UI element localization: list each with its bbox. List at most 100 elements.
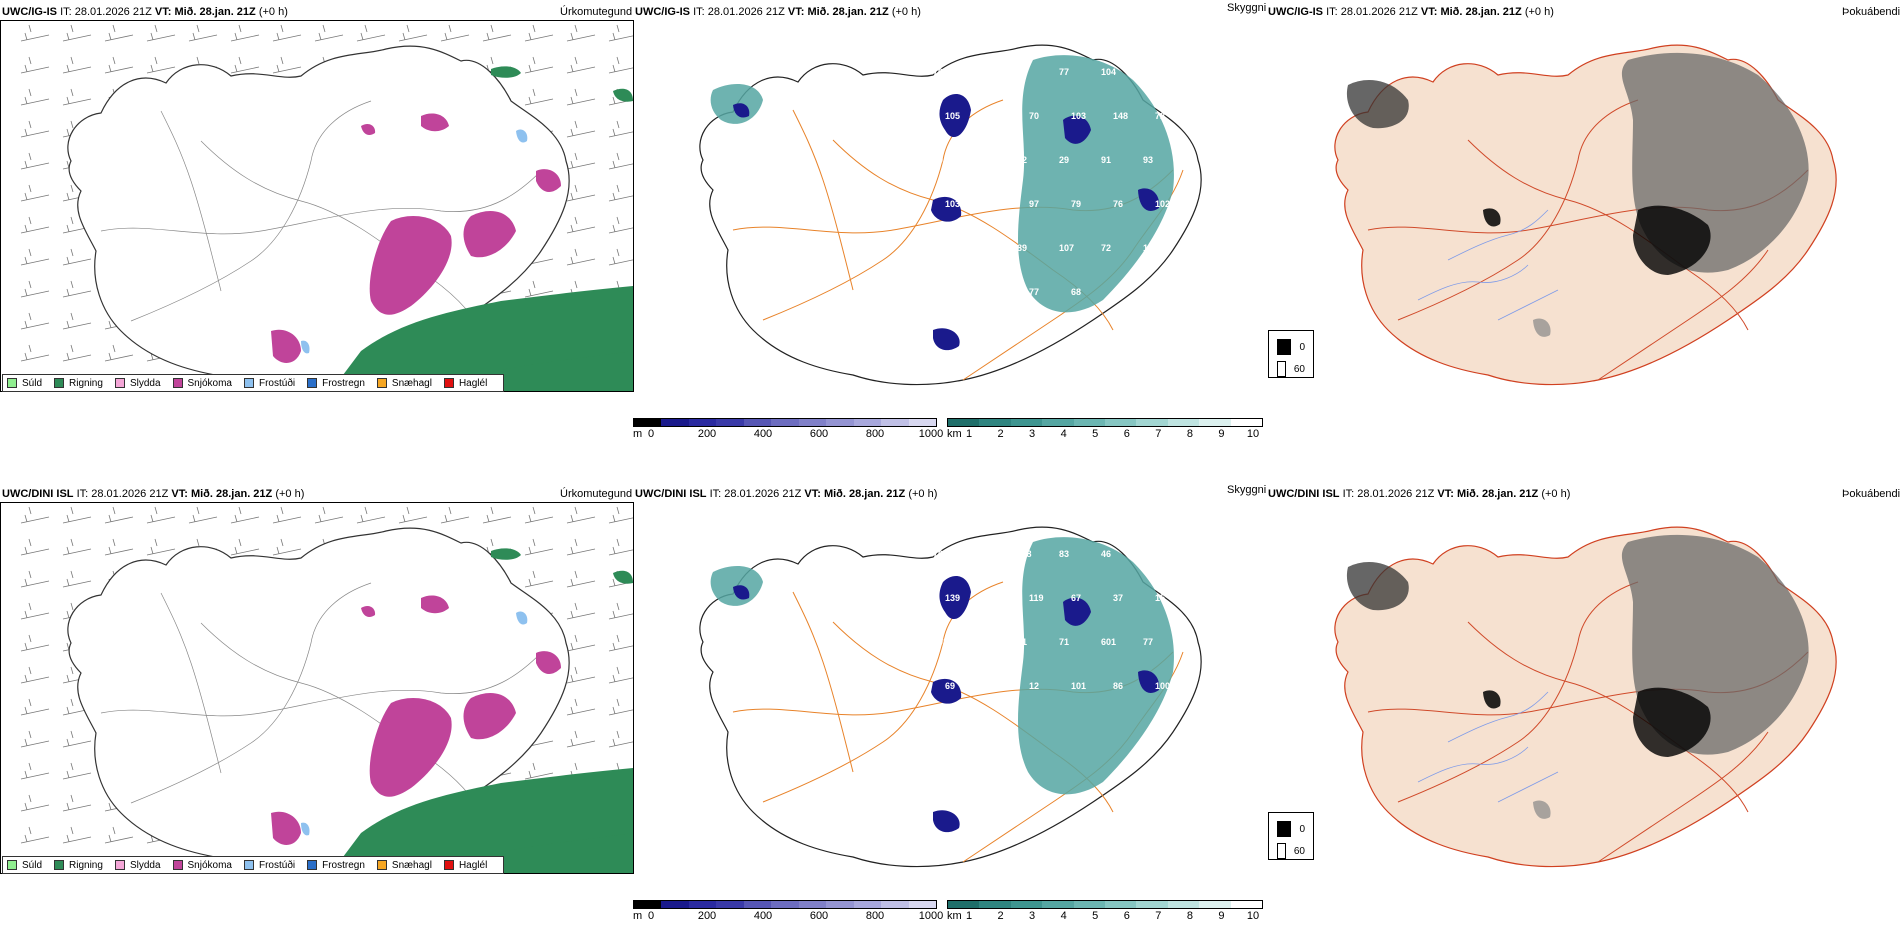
wind-barb	[20, 634, 50, 652]
fog-index-map[interactable]	[1268, 20, 1898, 390]
visibility-colorbar-tick: 8	[1186, 910, 1193, 922]
wind-barb	[566, 56, 596, 74]
wind-barb	[566, 88, 596, 106]
visibility-value-label: 48	[987, 593, 997, 603]
precip-legend-label: Rigning	[69, 377, 103, 389]
wind-barb	[62, 538, 92, 556]
rivers	[1417, 209, 1559, 321]
precip-type-legend: Súld Rigning Slydda Snjókoma Frostúði Frostre…	[2, 374, 505, 392]
wind-barb	[524, 24, 554, 42]
visibility-colorbar-tick: 3	[1029, 910, 1036, 922]
wind-barb	[104, 826, 134, 844]
init-time-label: IT:	[76, 488, 89, 500]
precip-legend-label: Snæhagl	[391, 859, 432, 871]
lead-time: (+0 h)	[1541, 488, 1571, 500]
height-colorbar-cells	[633, 418, 937, 427]
precip-map[interactable]	[0, 20, 634, 392]
fog-index-map[interactable]	[1268, 502, 1898, 872]
height-colorbar-tick: 800	[865, 910, 885, 922]
wind-barb	[104, 506, 134, 524]
lead-time: (+0 h)	[1524, 6, 1554, 18]
visibility-colorbar-cell	[1167, 901, 1200, 908]
wind-barb	[20, 152, 50, 170]
precip-legend-swatch	[307, 860, 318, 870]
model-name: UWC/IG-IS	[1268, 6, 1323, 18]
precip-legend-label: Slydda	[129, 377, 161, 389]
precip-legend-swatch	[54, 860, 65, 870]
snow-areas	[271, 113, 561, 363]
precip-legend-item: Frostúði	[243, 860, 295, 871]
precip-legend-item: Snjókoma	[172, 859, 232, 871]
wind-barb	[62, 762, 92, 780]
precip-legend-label: Snjókoma	[187, 859, 232, 871]
height-colorbar-cell	[634, 419, 662, 426]
visibility-value-label: 89	[1017, 243, 1027, 253]
visibility-value-label: 83	[1059, 549, 1069, 559]
wind-barb	[566, 24, 596, 42]
precip-legend-swatch	[443, 378, 454, 388]
precip-map[interactable]	[0, 502, 634, 874]
visibility-value-label: 15	[1155, 593, 1165, 603]
visibility-colorbar-tick: 5	[1092, 428, 1099, 440]
valid-time-label: VT:	[787, 6, 805, 18]
visibility-value-label: 104	[1101, 67, 1116, 77]
precip-legend-swatch	[7, 378, 17, 388]
wind-barb	[524, 570, 554, 588]
wind-barb	[104, 344, 134, 362]
wind-barb	[62, 794, 92, 812]
visibility-colorbar-cell	[1230, 901, 1263, 908]
wind-barb	[62, 570, 92, 588]
visibility-colorbar-tick: 4	[1060, 910, 1067, 922]
visibility-value-label: 103	[1071, 111, 1086, 121]
precip-legend-swatch	[243, 378, 254, 388]
precip-legend-swatch	[443, 860, 454, 870]
visibility-value-label: 61	[1143, 67, 1153, 77]
visibility-value-label: 102	[933, 637, 948, 647]
height-colorbar-cell	[771, 901, 799, 908]
wind-barb	[524, 506, 554, 524]
wind-barb	[272, 56, 302, 74]
forecast-row-2: UWC/DINI ISL IT: 28.01.2026 21Z VT: Mið.…	[0, 482, 1900, 950]
visibility-map[interactable]: 76 116 118 83 46 128 139 48 119 67 37 15 102 63 91 71 60…	[633, 502, 1263, 872]
precip-legend-swatch	[376, 378, 387, 388]
wind-barb	[566, 184, 596, 202]
snow-areas	[271, 595, 561, 845]
visibility-value-label: 70	[933, 67, 943, 77]
visibility-value-label: 148	[1113, 111, 1128, 121]
valid-time-value: Mið. 28.jan. 21Z	[1456, 488, 1539, 500]
visibility-value-label: 76	[1113, 199, 1123, 209]
visibility-value-label: 77	[1029, 287, 1039, 297]
wind-barb	[20, 698, 50, 716]
wind-barb	[20, 344, 50, 362]
valid-time-value: Mið. 28.jan. 21Z	[807, 6, 889, 18]
road-network	[1367, 581, 1809, 863]
panel-header: UWC/DINI ISL IT: 28.01.2026 21Z VT: Mið.…	[2, 488, 304, 500]
precip-legend-label: Snæhagl	[391, 377, 432, 389]
model-name: UWC/IG-IS	[635, 6, 690, 18]
height-colorbar-cell	[798, 901, 827, 908]
fog-legend-item: 0	[1277, 339, 1305, 355]
height-colorbar-tick: 0	[647, 910, 655, 922]
precip-map-svg	[20, 506, 633, 873]
visibility-colorbar-tick: 9	[1218, 428, 1225, 440]
wind-barb	[20, 280, 50, 298]
visibility-colorbar-ticks: km 1 2 3 4 5 6 7 8 9 10	[947, 909, 1263, 923]
height-colorbar-cell	[798, 419, 827, 426]
lead-time: (+0 h)	[908, 488, 938, 500]
visibility-map[interactable]: 70 10 67 77 104 61 105 29 70 103 148 72 99 36 62 29 91 93…	[633, 20, 1263, 390]
height-colorbar-cell	[881, 419, 909, 426]
wind-barb	[608, 56, 633, 74]
wind-barb	[566, 570, 596, 588]
fog-index-legend: 0 60	[1268, 812, 1314, 860]
wind-barb	[524, 56, 554, 74]
height-colorbar-tick: 600	[809, 428, 829, 440]
visibility-value-label: 99	[933, 155, 943, 165]
panel-title: Skyggni	[1227, 2, 1267, 14]
precip-legend-label: Haglél	[458, 859, 488, 871]
precip-legend-swatch	[307, 378, 318, 388]
height-colorbar-cell	[688, 419, 717, 426]
wind-barb	[608, 120, 633, 138]
wind-barb	[62, 506, 92, 524]
visibility-colorbar-tick: 2	[997, 428, 1004, 440]
fog-legend-item: 60	[1277, 843, 1305, 859]
